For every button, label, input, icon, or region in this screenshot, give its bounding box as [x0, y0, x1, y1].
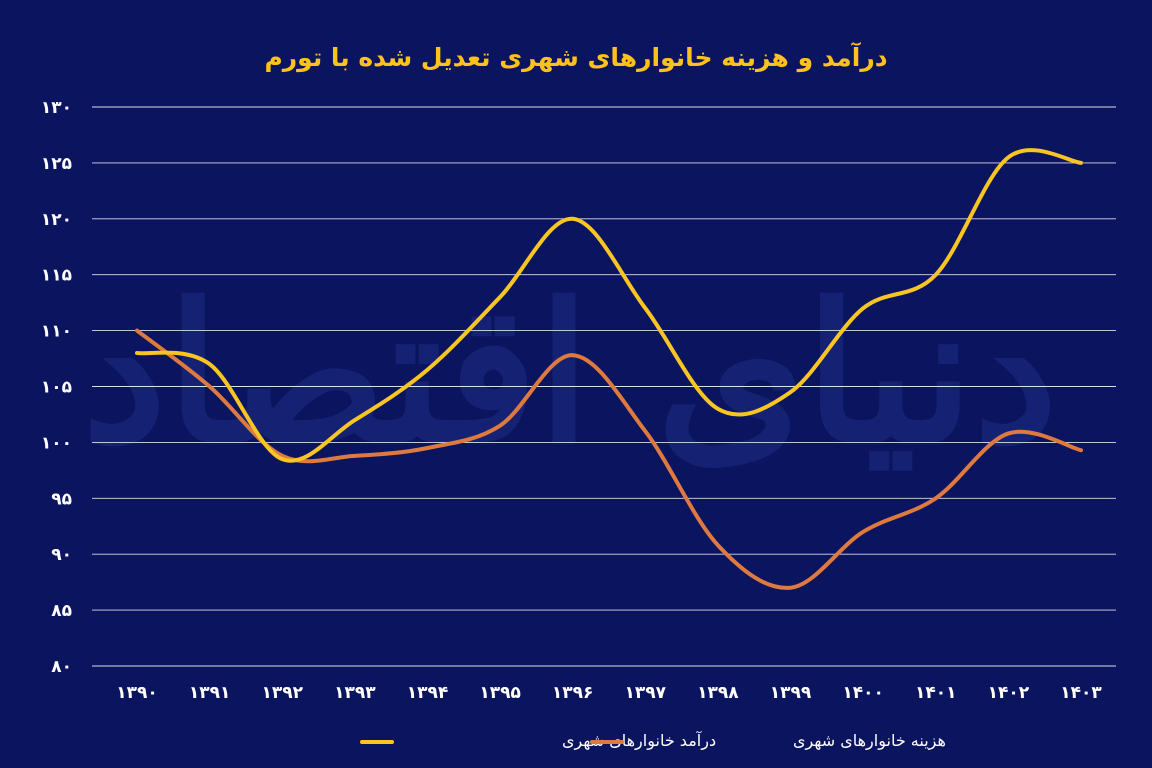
x-tick-label: ۱۳۹۲	[261, 683, 303, 703]
legend-item-expense: هزینه خانوارهای شهری	[590, 731, 946, 751]
grid-layer	[92, 106, 1116, 667]
x-tick-label: ۱۳۹۷	[625, 683, 667, 703]
y-tick-label: ۱۱۰	[41, 322, 72, 342]
legend: درآمد خانوارهای شهری هزینه خانوارهای شهر…	[360, 731, 946, 751]
x-tick-label: ۱۳۹۹	[770, 683, 812, 703]
x-tick-label: ۱۴۰۱	[915, 683, 957, 703]
y-tick-label: ۱۳۰	[41, 98, 72, 118]
y-tick-label: ۱۱۵	[41, 266, 72, 286]
x-tick-label: ۱۴۰۲	[988, 683, 1030, 703]
watermark-layer: دنیای اقتصاد	[82, 262, 1058, 485]
x-tick-label: ۱۳۹۸	[697, 683, 739, 703]
x-tick-label: ۱۳۹۰	[116, 683, 158, 703]
y-tick-label: ۱۰۵	[41, 378, 72, 398]
y-tick-label: ۱۰۰	[41, 433, 72, 453]
series-layer	[135, 148, 1083, 590]
y-tick-label: ۹۵	[51, 489, 72, 509]
expense-line	[135, 328, 1083, 590]
legend-label-expense: هزینه خانوارهای شهری	[793, 731, 946, 751]
x-tick-label: ۱۴۰۳	[1060, 683, 1102, 703]
x-tick-label: ۱۳۹۶	[552, 683, 594, 703]
watermark-text: دنیای اقتصاد	[82, 262, 1058, 485]
x-tick-label: ۱۳۹۳	[334, 683, 376, 703]
y-axis-ticks: ۱۳۰ ۱۲۵ ۱۲۰ ۱۱۵ ۱۱۰ ۱۰۵ ۱۰۰ ۹۵ ۹۰ ۸۵ ۸۰	[41, 98, 72, 677]
y-tick-label: ۸۵	[51, 601, 72, 621]
legend-label-income: درآمد خانوارهای شهری	[562, 731, 716, 751]
chart-title: درآمد و هزینه خانوارهای شهری تعدیل شده ب…	[264, 42, 887, 73]
x-tick-label: ۱۳۹۵	[479, 683, 521, 703]
x-tick-label: ۱۳۹۴	[407, 683, 449, 703]
x-axis-ticks: ۱۳۹۰ ۱۳۹۱ ۱۳۹۲ ۱۳۹۳ ۱۳۹۴ ۱۳۹۵ ۱۳۹۶ ۱۳۹۷ ۱۳۹۸ ۱۳۹۹…	[116, 683, 1102, 703]
x-tick-label: ۱۳۹۱	[189, 683, 231, 703]
y-tick-label: ۸۰	[51, 657, 72, 677]
y-tick-label: ۹۰	[51, 545, 72, 565]
x-tick-label: ۱۴۰۰	[842, 683, 884, 703]
legend-item-income: درآمد خانوارهای شهری	[360, 731, 716, 751]
income-line	[135, 148, 1083, 463]
y-tick-label: ۱۲۰	[41, 210, 72, 230]
y-tick-label: ۱۲۵	[41, 154, 72, 174]
